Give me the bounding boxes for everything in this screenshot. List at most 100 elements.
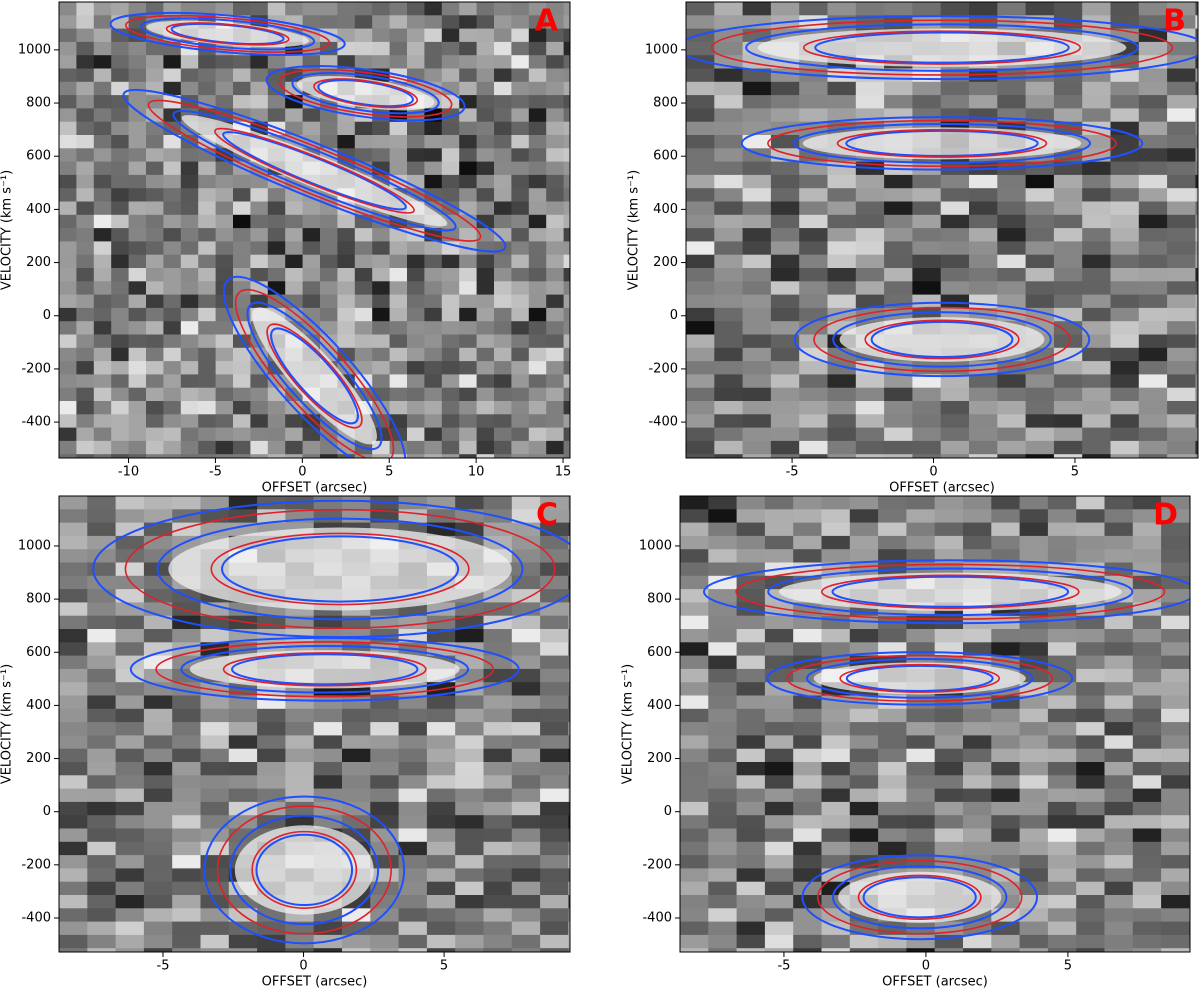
pixel <box>163 414 182 429</box>
pixel <box>1110 268 1140 282</box>
pixel <box>163 307 182 322</box>
pixel <box>441 281 460 296</box>
pixel <box>87 934 117 949</box>
pixel <box>76 2 95 16</box>
pixel <box>407 148 425 163</box>
pixel <box>1195 228 1198 242</box>
pixel <box>793 801 822 816</box>
pixel <box>568 629 570 643</box>
pixel <box>337 254 356 269</box>
pixel <box>546 347 565 362</box>
pixel <box>1076 708 1105 723</box>
pixel <box>1104 522 1134 537</box>
pixel <box>511 281 530 296</box>
pixel <box>849 722 879 736</box>
pixel <box>764 722 794 736</box>
pixel <box>115 841 145 856</box>
pixel <box>1189 775 1190 790</box>
pixel <box>1110 121 1140 136</box>
pixel <box>1138 401 1168 415</box>
pixel <box>143 509 173 524</box>
emission <box>234 825 374 915</box>
pixel <box>76 174 95 189</box>
pixel <box>799 387 828 402</box>
pixel <box>455 815 484 829</box>
pixel <box>511 788 541 803</box>
pixel <box>764 615 794 630</box>
pixel <box>115 921 145 936</box>
pixel <box>680 762 709 776</box>
pixel <box>59 68 77 83</box>
pixel <box>233 228 251 242</box>
pixel <box>511 722 541 736</box>
pixel <box>389 135 408 149</box>
pixel <box>93 214 112 229</box>
pixel <box>459 68 478 83</box>
pixel <box>233 361 251 375</box>
pixel <box>250 268 269 282</box>
pixel <box>59 682 88 696</box>
pixel <box>93 454 112 458</box>
pixel <box>342 748 371 763</box>
pixel <box>483 668 513 683</box>
pixel <box>714 427 744 442</box>
pixel <box>172 815 201 829</box>
pixel <box>398 615 428 630</box>
pixel <box>912 108 942 123</box>
pixel <box>940 401 970 415</box>
pixel <box>1189 735 1190 750</box>
pixel <box>200 522 230 537</box>
pixel <box>855 188 885 202</box>
contour-red <box>802 30 1082 65</box>
pixel <box>1053 228 1083 242</box>
pixel <box>267 2 286 16</box>
pixel <box>407 241 425 256</box>
pixel <box>407 2 425 16</box>
y-tick-label: 1000 <box>639 538 672 553</box>
pixel <box>991 496 1021 510</box>
pixel <box>736 775 766 790</box>
pixel <box>849 788 879 803</box>
pixel <box>1189 881 1190 896</box>
pixel <box>494 28 512 43</box>
pixel <box>143 629 173 643</box>
pixel <box>115 828 145 843</box>
pixel <box>407 321 425 335</box>
pixel <box>59 201 77 216</box>
pixel <box>855 95 885 109</box>
pixel <box>1110 374 1140 389</box>
pixel <box>180 254 199 269</box>
pixel <box>764 668 794 683</box>
pixel <box>540 682 569 696</box>
pixel <box>1082 174 1111 189</box>
pixel <box>563 55 570 69</box>
pixel <box>963 801 992 816</box>
pixel <box>1019 708 1049 723</box>
pixel <box>257 722 286 736</box>
pixel <box>563 307 570 322</box>
pixel <box>407 254 425 269</box>
pixel <box>511 401 530 415</box>
pixel <box>736 815 766 829</box>
pixel <box>267 95 286 109</box>
pixel <box>76 347 95 362</box>
pixel <box>476 241 495 256</box>
pixel <box>342 735 371 750</box>
pixel <box>714 321 744 335</box>
pixel <box>459 108 478 123</box>
pixel <box>59 762 88 776</box>
pixel <box>742 321 772 335</box>
pixel <box>1047 934 1077 949</box>
pixel <box>476 228 495 242</box>
pixel <box>459 15 478 30</box>
pixel <box>1019 695 1049 710</box>
pixel <box>849 549 879 563</box>
pixel <box>215 214 234 229</box>
pixel <box>770 135 800 149</box>
pixel <box>714 95 744 109</box>
pixel <box>568 801 570 816</box>
pixel <box>476 55 495 69</box>
pixel <box>1047 828 1077 843</box>
pixel <box>59 401 77 415</box>
pixel <box>267 268 286 282</box>
